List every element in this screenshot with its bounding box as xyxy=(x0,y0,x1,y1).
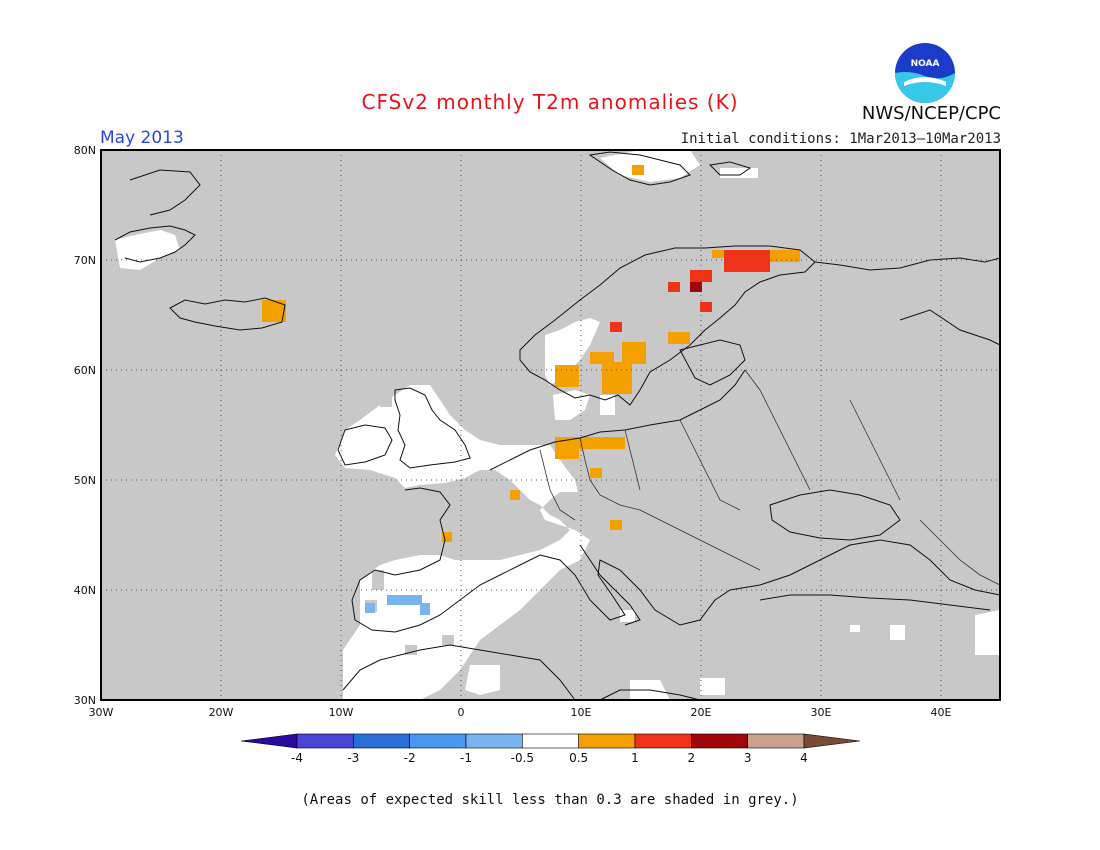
anomaly-orange xyxy=(262,165,800,542)
lon-label: 10W xyxy=(329,706,354,719)
initial-conditions: Initial conditions: 1Mar2013–10Mar2013 xyxy=(680,131,1001,147)
footnote: (Areas of expected skill less than 0.3 a… xyxy=(301,792,799,808)
colorbar-swatch xyxy=(634,733,692,749)
lon-label: 30E xyxy=(811,706,832,719)
colorbar-label: -0.5 xyxy=(511,751,534,765)
lat-label: 50N xyxy=(74,474,96,487)
colorbar-label: 1 xyxy=(631,751,639,765)
lat-label: 40N xyxy=(74,584,96,597)
colorbar-label: -4 xyxy=(291,751,303,765)
colorbar-label: -3 xyxy=(347,751,359,765)
colorbar-label: 4 xyxy=(800,751,808,765)
anomaly-darkred xyxy=(690,282,702,292)
lon-label: 30W xyxy=(89,706,114,719)
colorbar-swatch xyxy=(353,733,410,749)
colorbar-swatch xyxy=(465,733,523,749)
colorbar-swatch xyxy=(240,733,298,749)
month-label: May 2013 xyxy=(100,128,184,148)
colorbar-swatch xyxy=(296,733,354,749)
lat-label: 30N xyxy=(74,694,96,707)
country-borders xyxy=(539,369,1001,586)
lon-label: 20W xyxy=(209,706,234,719)
colorbar-label: -1 xyxy=(460,751,472,765)
lat-label: 70N xyxy=(74,254,96,267)
graticule xyxy=(101,150,1000,700)
lon-label: 20E xyxy=(691,706,712,719)
colorbar-swatch xyxy=(803,733,861,749)
grey-holes xyxy=(365,395,533,655)
lat-label: 80N xyxy=(74,144,96,157)
colorbar-labels: -4 -3 -2 -1 -0.5 0.5 1 2 3 4 xyxy=(291,751,808,765)
lat-label: 60N xyxy=(74,364,96,377)
anomaly-red xyxy=(610,250,770,332)
lon-label: 0 xyxy=(458,706,465,719)
colorbar-swatch xyxy=(578,733,636,749)
agency-label: NWS/NCEP/CPC xyxy=(861,103,1001,124)
lon-label: 10E xyxy=(571,706,592,719)
logo-text: NOAA xyxy=(911,59,940,69)
noaa-logo: NOAA xyxy=(895,43,955,103)
chart-title: CFSv2 monthly T2m anomalies (K) xyxy=(361,90,739,114)
skill-mask-background xyxy=(101,150,1000,700)
colorbar-label: 0.5 xyxy=(569,751,588,765)
colorbar-swatch xyxy=(522,733,579,749)
plot-frame xyxy=(100,149,1001,701)
colorbar-swatch xyxy=(747,733,805,749)
lon-label: 40E xyxy=(931,706,952,719)
anomaly-lightblue xyxy=(365,595,430,615)
colorbar-swatch xyxy=(409,733,467,749)
colorbar-label: -2 xyxy=(404,751,416,765)
colorbar-swatch xyxy=(691,733,748,749)
colorbar-label: 3 xyxy=(744,751,752,765)
colorbar xyxy=(240,733,861,749)
colorbar-label: 2 xyxy=(688,751,696,765)
